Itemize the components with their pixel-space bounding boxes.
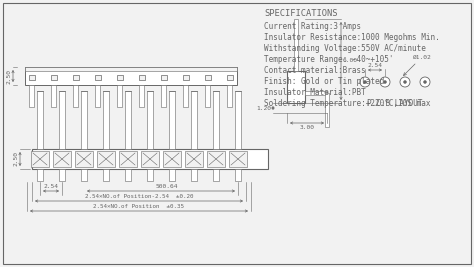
Bar (25, 67, 237, 85)
Circle shape (403, 80, 407, 84)
Text: Contact material:Brass: Contact material:Brass (264, 66, 366, 75)
Bar (29, 85, 35, 107)
Bar (95, 74, 101, 80)
Bar (59, 169, 65, 181)
Bar (147, 169, 153, 181)
Bar (191, 169, 197, 181)
Bar (183, 85, 189, 107)
Text: Current Rating:3 Amps: Current Rating:3 Amps (264, 22, 361, 31)
Bar (161, 74, 167, 80)
Text: Temperature Range: -40~+105': Temperature Range: -40~+105' (264, 55, 393, 64)
Text: 2.50: 2.50 (6, 69, 11, 84)
Bar (213, 169, 219, 181)
Bar (81, 91, 87, 149)
Bar (125, 91, 131, 149)
Circle shape (400, 77, 410, 87)
Bar (163, 151, 181, 167)
Text: 2.54×NO.of Position  ±0.35: 2.54×NO.of Position ±0.35 (93, 205, 184, 210)
Text: Insulator Resistance:1000 Megohms Min.: Insulator Resistance:1000 Megohms Min. (264, 33, 440, 42)
Circle shape (380, 77, 390, 87)
Text: 2.54: 2.54 (367, 63, 383, 68)
Bar (205, 74, 211, 80)
Bar (141, 151, 159, 167)
Bar (53, 151, 71, 167)
Text: Withstanding Voltage:550V AC/minute: Withstanding Voltage:550V AC/minute (264, 44, 426, 53)
Bar (51, 74, 57, 80)
Bar (185, 151, 203, 167)
Bar (139, 85, 145, 107)
Text: Finish: Gold or Tin plated: Finish: Gold or Tin plated (264, 77, 384, 86)
Circle shape (360, 77, 370, 87)
Bar (206, 85, 210, 107)
Text: 500.64: 500.64 (155, 184, 178, 190)
Bar (294, 19, 298, 71)
Bar (103, 169, 109, 181)
Bar (287, 71, 305, 103)
Bar (169, 91, 175, 149)
Bar (118, 85, 122, 107)
Bar (305, 91, 327, 95)
Text: SPECIFICATIONS: SPECIFICATIONS (264, 9, 337, 18)
Bar (227, 74, 233, 80)
Bar (29, 74, 35, 80)
Bar (119, 151, 137, 167)
Bar (52, 85, 56, 107)
Bar (117, 74, 123, 80)
Bar (191, 91, 197, 149)
Bar (235, 91, 241, 149)
Bar (59, 91, 65, 149)
Bar (183, 74, 189, 80)
Bar (139, 74, 145, 80)
Bar (235, 169, 241, 181)
Circle shape (423, 80, 427, 84)
Bar (81, 169, 87, 181)
Bar (25, 67, 237, 71)
Bar (75, 151, 93, 167)
Bar (229, 151, 247, 167)
Bar (37, 91, 43, 149)
Text: 3.00: 3.00 (300, 125, 315, 130)
Bar (37, 169, 43, 181)
Bar (95, 85, 100, 107)
Bar (103, 91, 109, 149)
Bar (125, 169, 131, 181)
Text: Soldering Temperature:+220°C,10S max: Soldering Temperature:+220°C,10S max (264, 99, 430, 108)
Bar (169, 169, 175, 181)
Bar (31, 151, 49, 167)
Bar (207, 151, 225, 167)
Bar (213, 91, 219, 149)
Circle shape (364, 80, 366, 84)
Bar (97, 151, 115, 167)
Bar (162, 85, 166, 107)
Bar (228, 85, 233, 107)
Bar (73, 74, 79, 80)
Circle shape (420, 77, 430, 87)
Text: Ø1.02: Ø1.02 (413, 55, 432, 60)
Text: 2.54×NO.of Position-2.54  ±0.20: 2.54×NO.of Position-2.54 ±0.20 (85, 194, 193, 199)
Text: 2.50: 2.50 (13, 151, 18, 167)
Bar (73, 85, 79, 107)
Text: 6.00: 6.00 (343, 58, 358, 64)
Text: 1.20: 1.20 (256, 105, 271, 111)
Text: P.C.B LAYOUT: P.C.B LAYOUT (367, 100, 423, 108)
Circle shape (383, 80, 386, 84)
Bar (32, 149, 268, 169)
Text: Insulator Material:PBT: Insulator Material:PBT (264, 88, 366, 97)
Bar (325, 93, 329, 127)
Text: 2.54: 2.54 (44, 184, 58, 190)
Bar (147, 91, 153, 149)
